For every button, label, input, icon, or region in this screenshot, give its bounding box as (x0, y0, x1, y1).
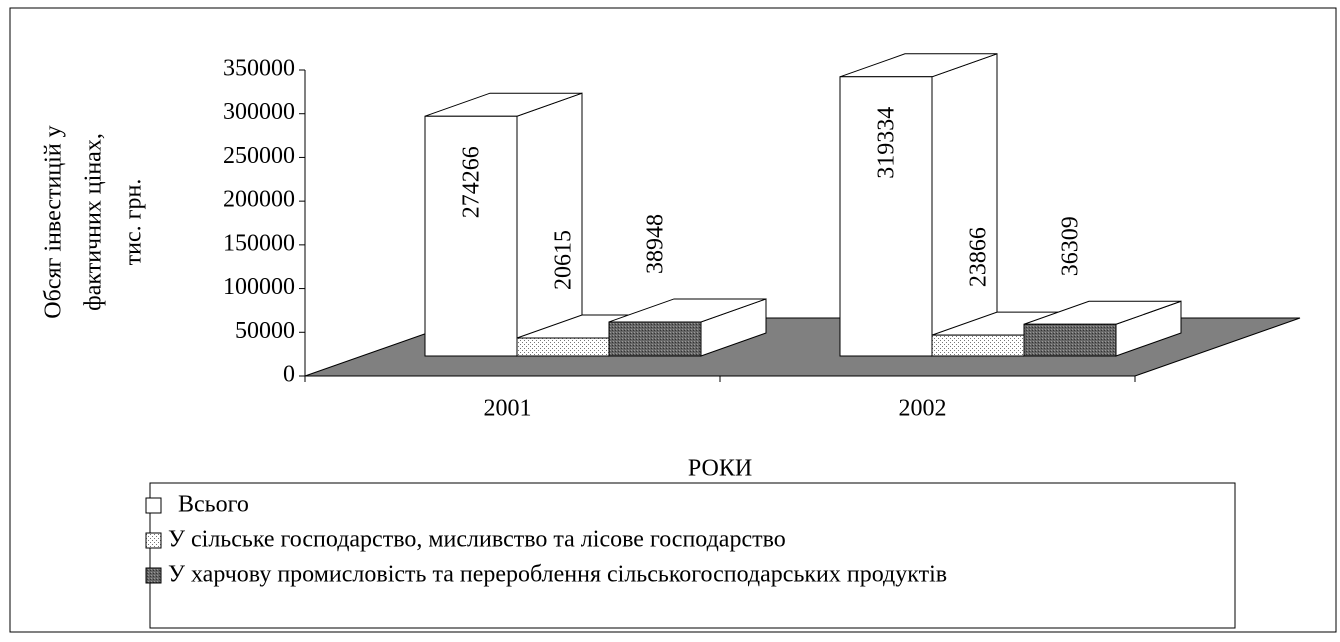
data-label: 20615 (551, 230, 577, 290)
legend-label: Всього (178, 492, 249, 518)
y-tick-label: 50000 (235, 318, 295, 344)
bar-side (516, 92, 583, 357)
bar-side (931, 53, 998, 357)
x-tick-label: 2001 (484, 396, 532, 422)
bar-front (516, 337, 610, 357)
bar-front (424, 115, 518, 357)
legend-label: У харчову промисловість та перероблення … (168, 562, 947, 588)
y-tick-label: 350000 (223, 56, 295, 82)
legend-swatch (145, 532, 162, 549)
y-tick-label: 250000 (223, 143, 295, 169)
y-axis-label: Обсяг інвестицій у (41, 125, 67, 318)
data-label: 23866 (966, 227, 992, 287)
y-axis-label: фактичних цінах, (81, 133, 107, 311)
y-tick-label: 200000 (223, 187, 295, 213)
chart-border (9, 7, 1337, 633)
legend-box (149, 482, 1236, 629)
data-label: 38948 (643, 214, 669, 274)
bar (1023, 300, 1182, 357)
data-label: 36309 (1058, 216, 1084, 276)
bar (608, 298, 767, 357)
legend-label: У сільське господарство, мисливство та л… (168, 527, 786, 553)
bar (839, 53, 998, 357)
bar-front (931, 334, 1025, 357)
data-label: 319334 (874, 107, 900, 179)
y-tick-label: 300000 (223, 99, 295, 125)
x-tick-label: 2002 (899, 396, 947, 422)
legend-swatch (145, 567, 162, 584)
y-tick-label: 100000 (223, 274, 295, 300)
x-axis-label: РОКИ (688, 456, 752, 482)
bar-front (1023, 323, 1117, 357)
bar-front (608, 321, 702, 357)
y-tick-label: 150000 (223, 230, 295, 256)
y-axis-label: тис. грн. (121, 179, 147, 266)
bar (424, 92, 583, 357)
y-tick-label: 0 (283, 362, 295, 388)
data-label: 274266 (459, 146, 485, 218)
bar-front (839, 76, 933, 357)
legend-swatch (145, 497, 162, 514)
